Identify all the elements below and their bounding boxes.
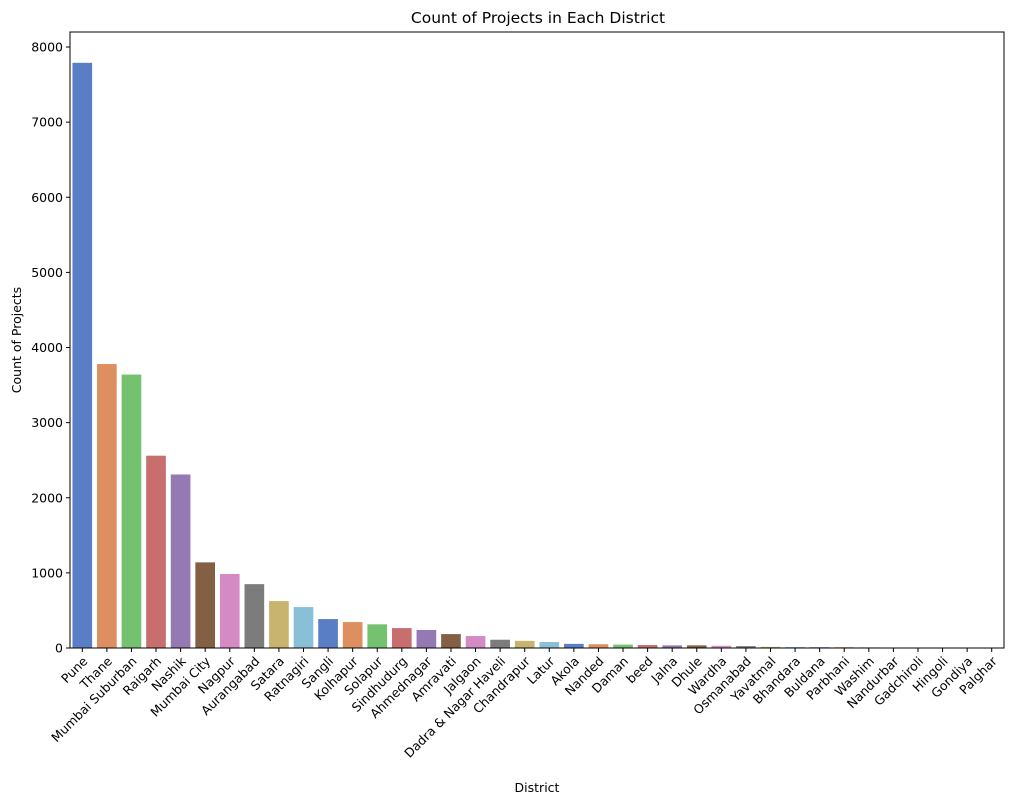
bar-kolhapur xyxy=(342,622,363,648)
bar-sindhudurg xyxy=(391,628,412,648)
y-tick-label: 3000 xyxy=(31,415,63,430)
bar-aurangabad xyxy=(244,584,265,648)
y-tick-label: 2000 xyxy=(31,490,63,505)
bar-akola xyxy=(564,643,584,648)
y-tick-label: 5000 xyxy=(31,265,63,280)
bar-daman xyxy=(613,644,633,648)
bar-mumbai-city xyxy=(195,562,216,648)
chart-title: Count of Projects in Each District xyxy=(411,9,665,27)
bar-dhule xyxy=(686,645,707,648)
bar-satara xyxy=(269,601,289,648)
bar-mumbai-suburban xyxy=(121,374,142,648)
y-tick-label: 8000 xyxy=(31,40,63,55)
bar-solapur xyxy=(367,624,388,648)
plot-frame xyxy=(69,31,1005,649)
y-axis-label: Count of Projects xyxy=(9,287,24,393)
bar-jalgaon xyxy=(465,635,486,648)
bar-osmanabad xyxy=(736,646,756,648)
y-tick-label: 0 xyxy=(55,641,63,656)
bar-ahmednagar xyxy=(416,629,437,648)
bar-nashik xyxy=(170,474,191,648)
y-tick-label: 7000 xyxy=(31,115,63,130)
bar-chandrapur xyxy=(514,640,535,648)
y-tick-label: 6000 xyxy=(31,190,63,205)
bar-beed xyxy=(637,645,658,648)
bar-ratnagiri xyxy=(293,607,314,648)
bar-dadra-nagar-haveli xyxy=(490,639,510,648)
bar-raigarh xyxy=(146,455,166,648)
bar-thane xyxy=(97,364,117,648)
bar-yavatmal xyxy=(760,646,781,648)
bar-nagpur xyxy=(219,574,240,648)
y-axis: 0 1000 2000 3000 4000 5000 6000 7000 8000 xyxy=(31,40,70,656)
x-tick-label: beed xyxy=(623,654,656,687)
bars-group xyxy=(72,62,1002,649)
bar-wardha xyxy=(711,645,732,648)
bar-jalna xyxy=(662,645,683,648)
y-tick-label: 1000 xyxy=(31,565,63,580)
x-axis-label: District xyxy=(515,780,560,795)
bar-latur xyxy=(539,641,560,648)
bar-nanded xyxy=(588,644,609,648)
bar-pune xyxy=(72,62,93,649)
bar-sangli xyxy=(318,619,338,648)
bar-amravati xyxy=(441,634,461,648)
y-tick-label: 4000 xyxy=(31,340,63,355)
